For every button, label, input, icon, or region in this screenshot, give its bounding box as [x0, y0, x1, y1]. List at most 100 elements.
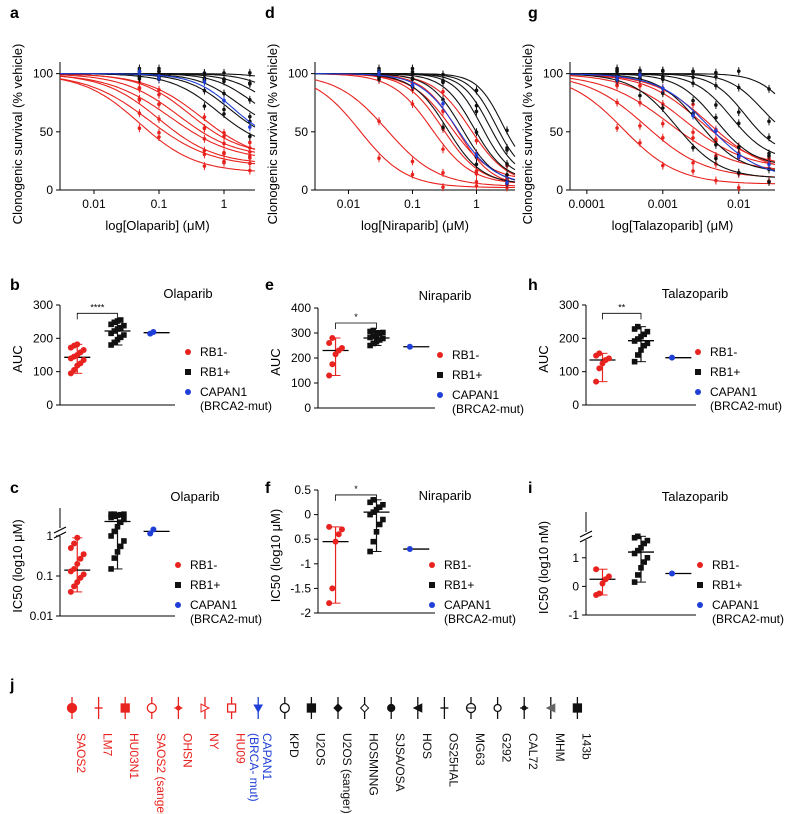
data-point [474, 130, 479, 135]
y-axis-label: Clonogenic survival (% vehicle) [10, 44, 25, 225]
series-curve-rb_neg [314, 73, 516, 184]
data-point-square [370, 509, 377, 515]
x-axis-label: log[Talazoparib] (μM) [612, 218, 734, 233]
legend-marker-rb-pos [175, 582, 181, 588]
data-point [202, 137, 207, 141]
data-point-square [644, 537, 651, 544]
data-point-square [114, 336, 121, 343]
data-point-square [370, 340, 377, 347]
data-point [248, 125, 252, 129]
legend-marker-rb-pos [185, 369, 191, 375]
legend-label-rb-pos: RB1+ [712, 578, 742, 592]
data-point [406, 343, 413, 350]
data-point [71, 565, 78, 572]
series-curve-rb_pos [570, 73, 776, 123]
data-point [222, 141, 226, 146]
key-marker-square [572, 703, 583, 713]
data-point [596, 350, 603, 357]
data-point [714, 74, 718, 79]
data-point-square [111, 319, 118, 326]
data-point [74, 341, 81, 348]
legend-label-rb-neg: RB1- [452, 348, 479, 362]
key-marker-star [521, 705, 527, 711]
data-point [441, 147, 445, 152]
axis-break-mark [53, 526, 67, 534]
panel-letter-j: j [9, 677, 14, 694]
y-tick-label: 200 [33, 331, 53, 345]
data-point [661, 76, 665, 81]
y-tick-label: 1 [46, 529, 53, 543]
series-curve-capan [570, 73, 776, 172]
cell-line-label: MHM [553, 733, 567, 762]
y-tick-label: 0.5 [294, 483, 311, 497]
y-tick-label: -1 [568, 608, 579, 622]
data-point [767, 135, 771, 140]
data-point [80, 357, 87, 363]
data-point-square [367, 511, 373, 518]
data-point [505, 180, 509, 185]
x-axis-label: log[Niraparib] (μM) [361, 218, 469, 233]
x-tick-label: 1 [473, 197, 480, 211]
significance-bracket [335, 494, 377, 501]
legend-marker-rb-neg [437, 352, 443, 358]
significance-bracket [602, 312, 642, 320]
data-point-square [635, 572, 641, 578]
dot-chart-f: Niraparib 0.5 0 0.5 -1 -1.5 -2 IC50 (log10 μM) *… [268, 483, 516, 626]
data-point-square [121, 511, 127, 517]
data-point [377, 156, 381, 161]
data-point [202, 88, 207, 93]
legend-marker-rb-pos [697, 582, 703, 588]
significance-stars: * [354, 312, 358, 322]
data-point-square [380, 335, 386, 342]
legend-label-rb-pos: RB1+ [452, 368, 482, 382]
data-point [767, 87, 771, 91]
data-point-square [121, 516, 127, 523]
panel-letter-i: i [528, 480, 532, 497]
data-point-square [376, 504, 383, 511]
data-point-square [121, 332, 127, 338]
panel-letter-d: d [265, 5, 275, 22]
cell-line-label: HOS [420, 733, 434, 759]
data-point [441, 101, 445, 106]
legend-label-rb-neg: RB1- [190, 558, 217, 572]
significance-stars: * [354, 484, 358, 494]
data-point [605, 355, 612, 362]
cell-line-label: NY [207, 733, 221, 750]
data-point [596, 590, 603, 597]
data-point [736, 185, 741, 190]
data-point-square [117, 317, 124, 323]
data-point [736, 121, 741, 126]
data-point [767, 119, 771, 124]
data-point-square [638, 544, 644, 551]
cell-line-label: HU03N1 [127, 733, 141, 779]
series-curve-capan [315, 73, 516, 181]
data-point-square [376, 521, 383, 528]
x-tick-label: 0.001 [648, 197, 678, 211]
key-marker-diamond [359, 703, 370, 713]
data-point [474, 184, 479, 188]
data-point [222, 150, 226, 155]
series-curve-rb_pos [570, 73, 776, 95]
legend-label-capan: CAPAN1 [710, 385, 757, 399]
cell-line-label: U2OS (sanger) [340, 733, 354, 814]
cell-line-label: SJSA/OSA [393, 733, 407, 792]
data-point [137, 98, 142, 102]
significance-stars: ** [618, 302, 626, 312]
cell-line-label: 143b [579, 733, 593, 760]
data-point [714, 137, 718, 141]
y-tick-label: 400 [291, 301, 311, 315]
y-tick-label: 0 [572, 398, 579, 412]
series-curve-rb_pos [570, 73, 776, 145]
cell-line-key: SAOS2 LM7 HU03N1 SAOS2 (sanger) OHSN NY HU09 CA… [66, 697, 593, 814]
series-curve-rb_neg [570, 73, 776, 166]
panel-letter-g: g [528, 5, 538, 22]
data-point [691, 69, 695, 74]
series-curve-rb_neg [59, 73, 256, 151]
panel-letter-e: e [265, 277, 274, 294]
data-point-square [638, 564, 644, 571]
curve-chart-g: 0 50 100 0.0001 0.001 0.01 log[Talazoparib] (μ… [520, 44, 776, 233]
data-point [137, 126, 142, 131]
data-point [474, 162, 479, 167]
data-point [157, 117, 161, 121]
